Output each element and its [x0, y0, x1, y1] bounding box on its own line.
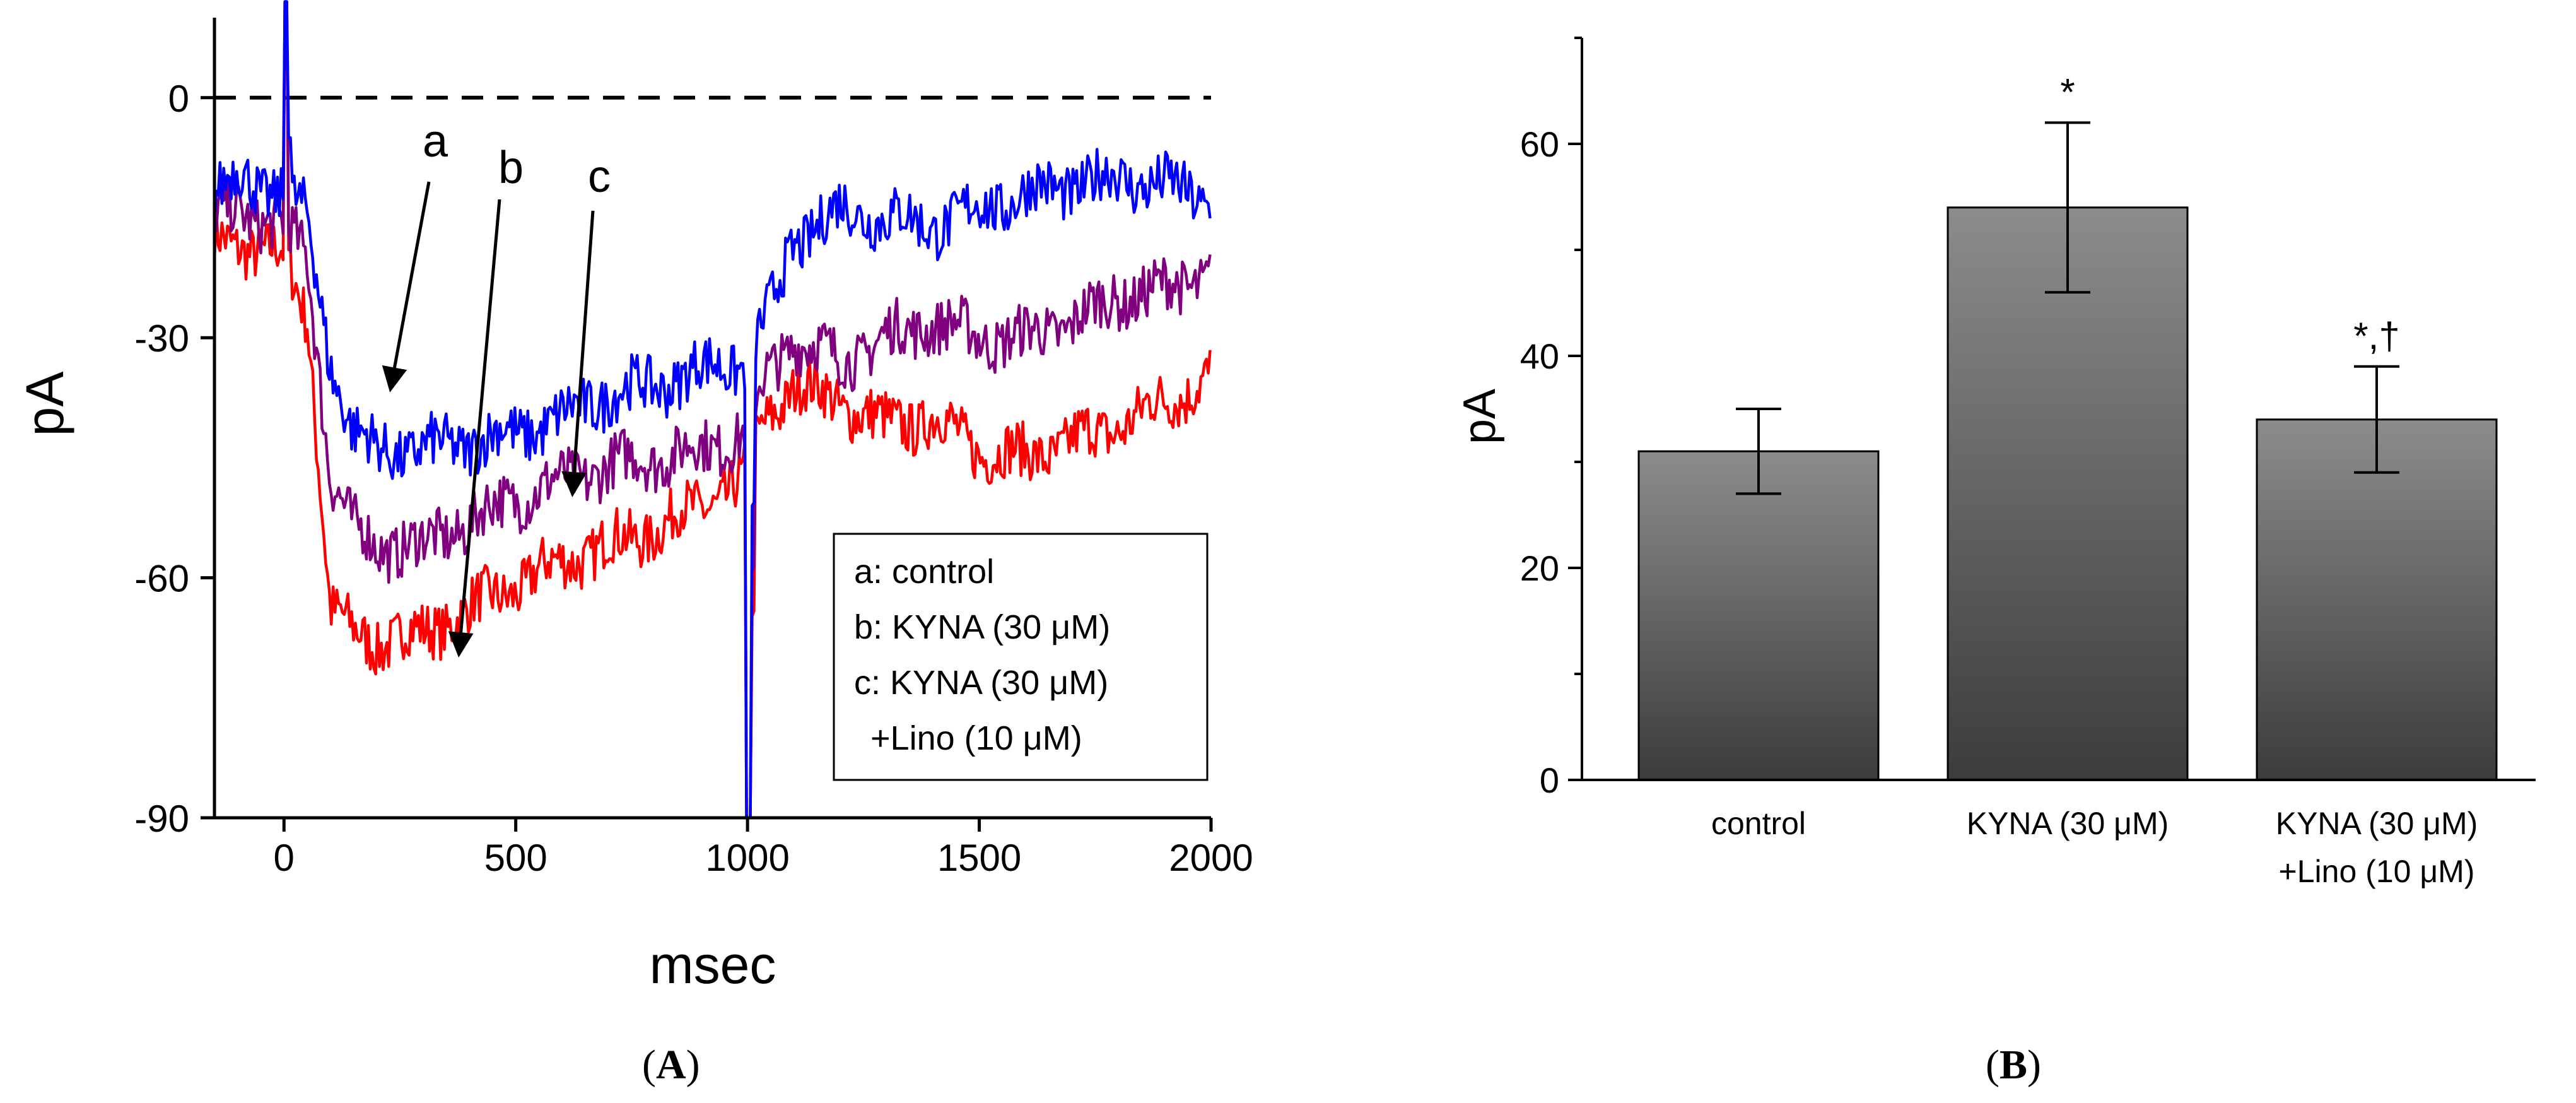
trace-c [213, 0, 1212, 820]
legend-box [833, 533, 1209, 781]
y-tick-label: 0 [1540, 760, 1559, 800]
y-tick-label: -30 [134, 317, 189, 360]
figure-panel-b: control * KYNA (30 μM) *,† KYNA (30 μM) +Lino… [1455, 37, 2536, 889]
annotation-arrow-a [382, 181, 431, 392]
bar [1947, 206, 2189, 781]
x-axis-label: msec [650, 935, 776, 994]
y-tick-label: -60 [134, 558, 189, 600]
y-axis-label: pA [15, 372, 74, 437]
y-tick-label: 20 [1520, 548, 1559, 588]
legend-entry: c: KYNA (30 μM) [854, 664, 1108, 702]
bar [1637, 450, 1880, 781]
x-tick-label: 1000 [705, 837, 789, 879]
legend-entry: a: control [854, 553, 994, 591]
legend-entry: b: KYNA (30 μM) [854, 608, 1110, 646]
y-axis-label: pA [1455, 389, 1505, 444]
panel-label-b-text: B [1999, 1042, 2028, 1088]
trace-b [213, 0, 1212, 820]
annotation-arrow-c [561, 210, 595, 497]
legend-entry: +Lino (10 μM) [870, 719, 1082, 757]
y-tick-label: -90 [134, 798, 189, 840]
y-tick-label: 60 [1520, 124, 1559, 164]
significance-marker: * [2060, 71, 2075, 113]
trace-a [213, 0, 1212, 820]
annotation-c: c [588, 151, 611, 202]
x-category-label: KYNA (30 μM) [2276, 806, 2478, 841]
annotation-b: b [498, 143, 524, 193]
x-category-label: control [1711, 806, 1806, 841]
x-tick-label: 1500 [937, 837, 1021, 879]
panel-label-a: (A) [642, 1042, 700, 1088]
bar [2256, 418, 2498, 781]
significance-marker: *,† [2353, 315, 2399, 357]
annotation-a: a [423, 116, 448, 167]
x-category-label: +Lino (10 μM) [2279, 854, 2475, 889]
y-tick-label: 0 [168, 78, 189, 120]
x-tick-label: 0 [274, 837, 295, 879]
x-category-label: KYNA (30 μM) [1967, 806, 2169, 841]
annotation-arrow-b [448, 199, 501, 658]
panel-label-b: (B) [1986, 1042, 2041, 1088]
y-tick-label: 40 [1520, 336, 1559, 376]
x-tick-label: 500 [484, 837, 547, 879]
x-tick-label: 2000 [1169, 837, 1253, 879]
figure-panel-a: 0 -30 -60 -90 0 500 1000 1500 2000 msec pA ab c a: co… [15, 0, 1253, 994]
panel-label-a-text: A [655, 1042, 686, 1088]
